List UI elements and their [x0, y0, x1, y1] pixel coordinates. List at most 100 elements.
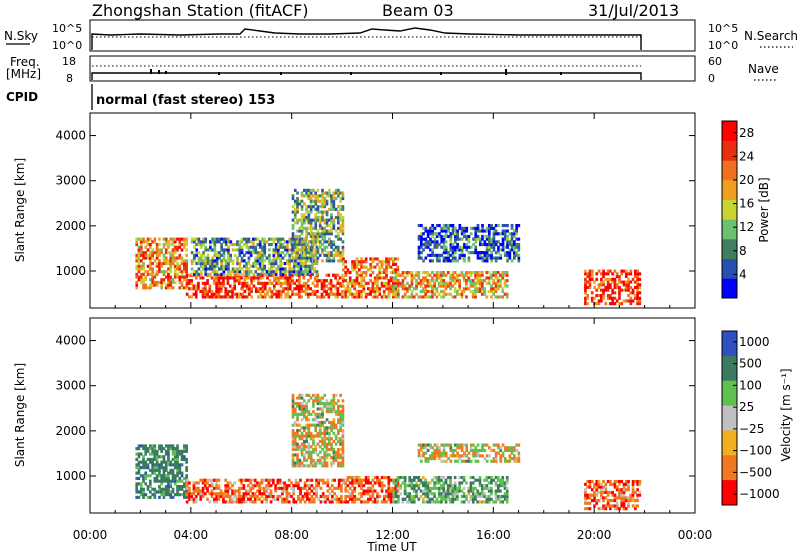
- heatmap-cell: [139, 267, 143, 271]
- heatmap-cell: [629, 269, 633, 273]
- heatmap-cell: [355, 273, 359, 277]
- heatmap-cell: [442, 279, 446, 283]
- heatmap-cell: [256, 494, 259, 499]
- heatmap-cell: [305, 415, 308, 419]
- heatmap-cell: [332, 191, 336, 195]
- heatmap-cell: [323, 464, 327, 468]
- heatmap-cell: [135, 447, 139, 451]
- heatmap-cell: [151, 262, 154, 266]
- heatmap-cell: [337, 439, 340, 444]
- heatmap-cell: [497, 251, 500, 255]
- heatmap-cell: [494, 500, 498, 504]
- heatmap-cell: [282, 281, 285, 285]
- heatmap-cell: [479, 237, 482, 241]
- heatmap-cell: [301, 497, 305, 501]
- heatmap-cell: [197, 489, 200, 493]
- heatmap-cell: [442, 448, 446, 453]
- heatmap-cell: [185, 476, 188, 481]
- heatmap-cell: [240, 497, 243, 501]
- heatmap-cell: [318, 456, 322, 460]
- heatmap-cell: [476, 276, 480, 280]
- heatmap-cell: [139, 482, 143, 486]
- heatmap-cell: [311, 237, 314, 241]
- heatmap-cell: [291, 396, 295, 400]
- heatmap-cell: [604, 507, 608, 511]
- heatmap-cell: [622, 501, 626, 505]
- heatmap-cell: [334, 292, 337, 296]
- heatmap-cell: [472, 237, 475, 241]
- heatmap-cell: [199, 272, 203, 276]
- heatmap-cell: [211, 267, 214, 271]
- heatmap-cell: [515, 253, 518, 257]
- heatmap-cell: [226, 289, 230, 294]
- heatmap-cell: [210, 292, 214, 296]
- heatmap-cell: [257, 279, 260, 283]
- heatmap-cell: [330, 442, 333, 446]
- heatmap-cell: [376, 273, 379, 277]
- heatmap-cell: [353, 476, 357, 480]
- heatmap-cell: [203, 289, 207, 294]
- heatmap-cell: [228, 500, 232, 504]
- heatmap-cell: [151, 253, 154, 257]
- heatmap-cell: [449, 478, 452, 482]
- heatmap-cell: [442, 259, 446, 263]
- heatmap-cell: [476, 273, 480, 277]
- heatmap-cell: [478, 484, 482, 488]
- freq-left-tick-bottom: 8: [66, 72, 73, 85]
- heatmap-cell: [622, 283, 626, 287]
- heatmap-cell: [462, 494, 466, 499]
- heatmap-cell: [627, 280, 630, 284]
- heatmap-cell: [286, 287, 290, 291]
- colorbar-tick-label: 8: [739, 244, 747, 258]
- heatmap-cell: [415, 273, 418, 277]
- heatmap-cell: [325, 229, 329, 233]
- heatmap-cell: [241, 292, 244, 296]
- heatmap-cell: [373, 257, 377, 261]
- heatmap-cell: [201, 478, 205, 482]
- heatmap-cell: [471, 284, 475, 288]
- heatmap-cell: [590, 296, 594, 300]
- heatmap-cell: [451, 248, 455, 252]
- heatmap-cell: [202, 259, 205, 263]
- heatmap-cell: [305, 410, 308, 414]
- heatmap-cell: [499, 281, 502, 285]
- heatmap-cell: [249, 264, 253, 268]
- heatmap-cell: [636, 277, 639, 281]
- heatmap-cell: [277, 292, 281, 296]
- heatmap-cell: [364, 257, 368, 261]
- heatmap-cell: [227, 240, 230, 244]
- heatmap-cell: [426, 279, 430, 283]
- heatmap-cell: [325, 410, 329, 414]
- heatmap-cell: [208, 284, 212, 288]
- heatmap-cell: [176, 447, 179, 451]
- heatmap-cell: [340, 489, 343, 493]
- heatmap-cell: [283, 262, 287, 266]
- heatmap-cell: [595, 493, 599, 497]
- heatmap-cell: [185, 486, 189, 490]
- heatmap-cell: [328, 426, 331, 430]
- heatmap-cell: [270, 281, 274, 285]
- heatmap-cell: [442, 226, 446, 230]
- heatmap-cell: [462, 478, 466, 482]
- heatmap-cell: [256, 251, 260, 255]
- heatmap-cell: [392, 497, 396, 501]
- heatmap-cell: [171, 449, 175, 453]
- heatmap-cell: [422, 271, 425, 275]
- heatmap-cell: [339, 448, 342, 452]
- heatmap-cell: [465, 284, 468, 288]
- heatmap-cell: [325, 218, 329, 222]
- heatmap-cell: [399, 484, 402, 488]
- heatmap-cell: [505, 284, 509, 288]
- heatmap-cell: [305, 205, 308, 209]
- heatmap-cell: [371, 494, 375, 499]
- heatmap-cell: [487, 494, 491, 499]
- heatmap-cell: [238, 281, 241, 285]
- heatmap-cell: [316, 229, 320, 233]
- heatmap-cell: [139, 251, 143, 255]
- heatmap-cell: [247, 237, 251, 241]
- heatmap-cell: [286, 270, 289, 274]
- heatmap-cell: [299, 486, 302, 490]
- heatmap-cell: [490, 245, 493, 249]
- heatmap-cell: [269, 478, 273, 482]
- heatmap-cell: [490, 256, 493, 260]
